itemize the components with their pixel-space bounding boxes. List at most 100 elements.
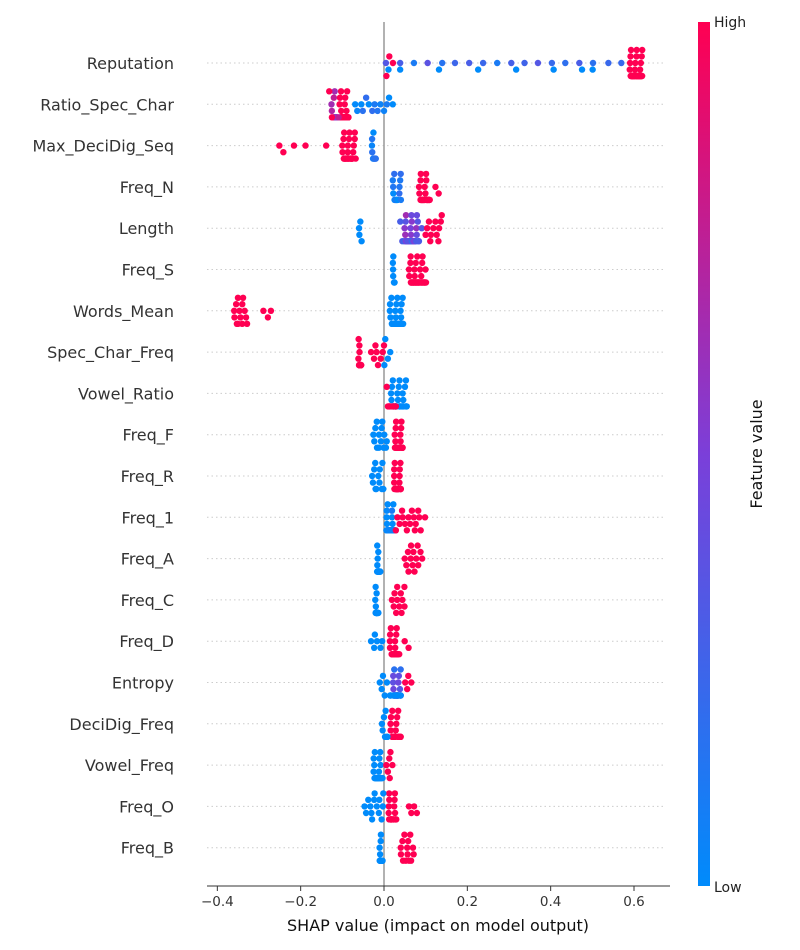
shap-point-decidig-freq [397, 733, 404, 740]
shap-point-max-decidig-seq [369, 149, 376, 156]
shap-point-freq-s [389, 266, 397, 273]
shap-point-reputation [550, 66, 557, 73]
shap-point-spec-char-freq [356, 342, 363, 349]
shap-point-freq-a [414, 562, 422, 569]
shap-point-reputation [562, 59, 569, 67]
shap-point-spec-char-freq [367, 348, 375, 356]
shap-point-freq-f [370, 431, 377, 438]
shap-point-freq-r [391, 479, 398, 486]
shap-point-freq-1 [388, 514, 396, 521]
shap-point-max-decidig-seq [345, 135, 353, 143]
shap-point-words-mean [230, 307, 238, 314]
shap-point-reputation [512, 66, 520, 73]
shap-point-freq-a [405, 568, 412, 575]
shap-point-freq-a [403, 562, 410, 569]
shap-point-reputation [439, 59, 446, 67]
shap-point-length [356, 231, 363, 238]
shap-point-entropy [395, 679, 402, 686]
shap-point-freq-b [399, 837, 406, 845]
shap-point-length [430, 225, 437, 232]
shap-point-reputation [474, 66, 482, 73]
shap-point-entropy [391, 666, 398, 673]
shap-point-freq-1 [383, 520, 391, 528]
shap-point-words-mean [397, 314, 405, 321]
shap-point-words-mean [264, 314, 272, 321]
shap-point-vowel-ratio [388, 383, 396, 390]
feature-label-vowel-freq: Vowel_Freq [85, 756, 174, 776]
shap-point-freq-c [374, 609, 382, 617]
shap-point-ratio-spec-char [385, 94, 393, 101]
shap-point-decidig-freq [379, 727, 386, 734]
shap-point-ratio-spec-char [336, 101, 343, 108]
shap-point-reputation [451, 59, 459, 67]
shap-point-reputation [578, 66, 586, 73]
shap-point-freq-r [391, 459, 398, 467]
shap-point-words-mean [386, 301, 394, 308]
shap-point-length [407, 225, 414, 232]
shap-point-freq-d [370, 644, 378, 651]
shap-point-freq-n [396, 190, 403, 197]
shap-point-reputation [389, 59, 397, 67]
shap-point-ratio-spec-char [362, 94, 370, 101]
feature-label-spec-char-freq: Spec_Char_Freq [47, 343, 174, 363]
shap-point-freq-n [432, 183, 439, 191]
shap-point-freq-o [385, 809, 392, 817]
shap-point-freq-b [404, 844, 411, 851]
feature-label-freq-f: Freq_F [123, 426, 174, 446]
shap-point-freq-d [367, 638, 375, 645]
shap-point-freq-s [414, 253, 421, 260]
shap-point-length [423, 225, 431, 232]
shap-point-vowel-ratio [394, 390, 401, 397]
shap-point-freq-n [423, 177, 430, 184]
shap-point-max-decidig-seq [346, 129, 353, 136]
shap-point-vowel-ratio [389, 377, 397, 384]
shap-point-ratio-spec-char [377, 101, 384, 108]
colorbar: High Low Feature value [698, 15, 766, 896]
shap-point-ratio-spec-char [331, 88, 338, 95]
shap-point-length [414, 218, 421, 225]
shap-point-freq-a [404, 548, 412, 556]
shap-point-reputation [631, 66, 639, 73]
shap-point-reputation [396, 59, 404, 67]
shap-point-freq-1 [401, 520, 409, 528]
shap-point-freq-r [371, 466, 378, 473]
shap-point-freq-c [391, 590, 398, 597]
shap-point-reputation [633, 46, 640, 54]
shap-point-ratio-spec-char [345, 114, 352, 121]
shap-point-vowel-freq [371, 761, 378, 769]
shap-point-max-decidig-seq [340, 129, 348, 136]
shap-point-vowel-ratio [399, 390, 406, 397]
shap-point-max-decidig-seq [351, 135, 358, 143]
shap-point-freq-c [393, 596, 401, 604]
shap-point-vowel-freq [371, 748, 379, 756]
shap-point-freq-n [390, 190, 397, 197]
shap-point-max-decidig-seq [368, 135, 376, 143]
shap-point-freq-f [399, 444, 406, 451]
shap-point-freq-o [376, 796, 383, 803]
shap-point-freq-d [391, 638, 399, 645]
shap-point-spec-char-freq [356, 348, 363, 356]
shap-point-freq-1 [390, 501, 397, 508]
shap-point-freq-1 [389, 520, 396, 528]
shap-point-max-decidig-seq [352, 155, 359, 162]
shap-point-freq-1 [412, 520, 419, 528]
shap-point-freq-f [373, 418, 380, 425]
shap-point-freq-s [419, 253, 426, 260]
shap-point-ratio-spec-char [374, 107, 381, 115]
shap-point-vowel-ratio [396, 377, 403, 384]
shap-point-freq-a [376, 568, 383, 575]
shap-point-decidig-freq [384, 733, 391, 740]
shap-point-freq-n [435, 190, 442, 197]
shap-point-freq-r [375, 472, 382, 480]
shap-point-vowel-ratio [400, 396, 407, 404]
shap-point-words-mean [236, 307, 243, 314]
shap-point-freq-f [378, 424, 385, 432]
shap-point-freq-1 [416, 514, 423, 521]
shap-point-reputation [589, 59, 597, 67]
shap-point-freq-n [397, 170, 404, 178]
feature-label-freq-d: Freq_D [119, 632, 174, 652]
feature-label-freq-n: Freq_N [120, 178, 174, 198]
shap-point-words-mean [239, 320, 246, 327]
shap-point-freq-s [390, 253, 397, 260]
shap-point-freq-1 [392, 527, 400, 534]
